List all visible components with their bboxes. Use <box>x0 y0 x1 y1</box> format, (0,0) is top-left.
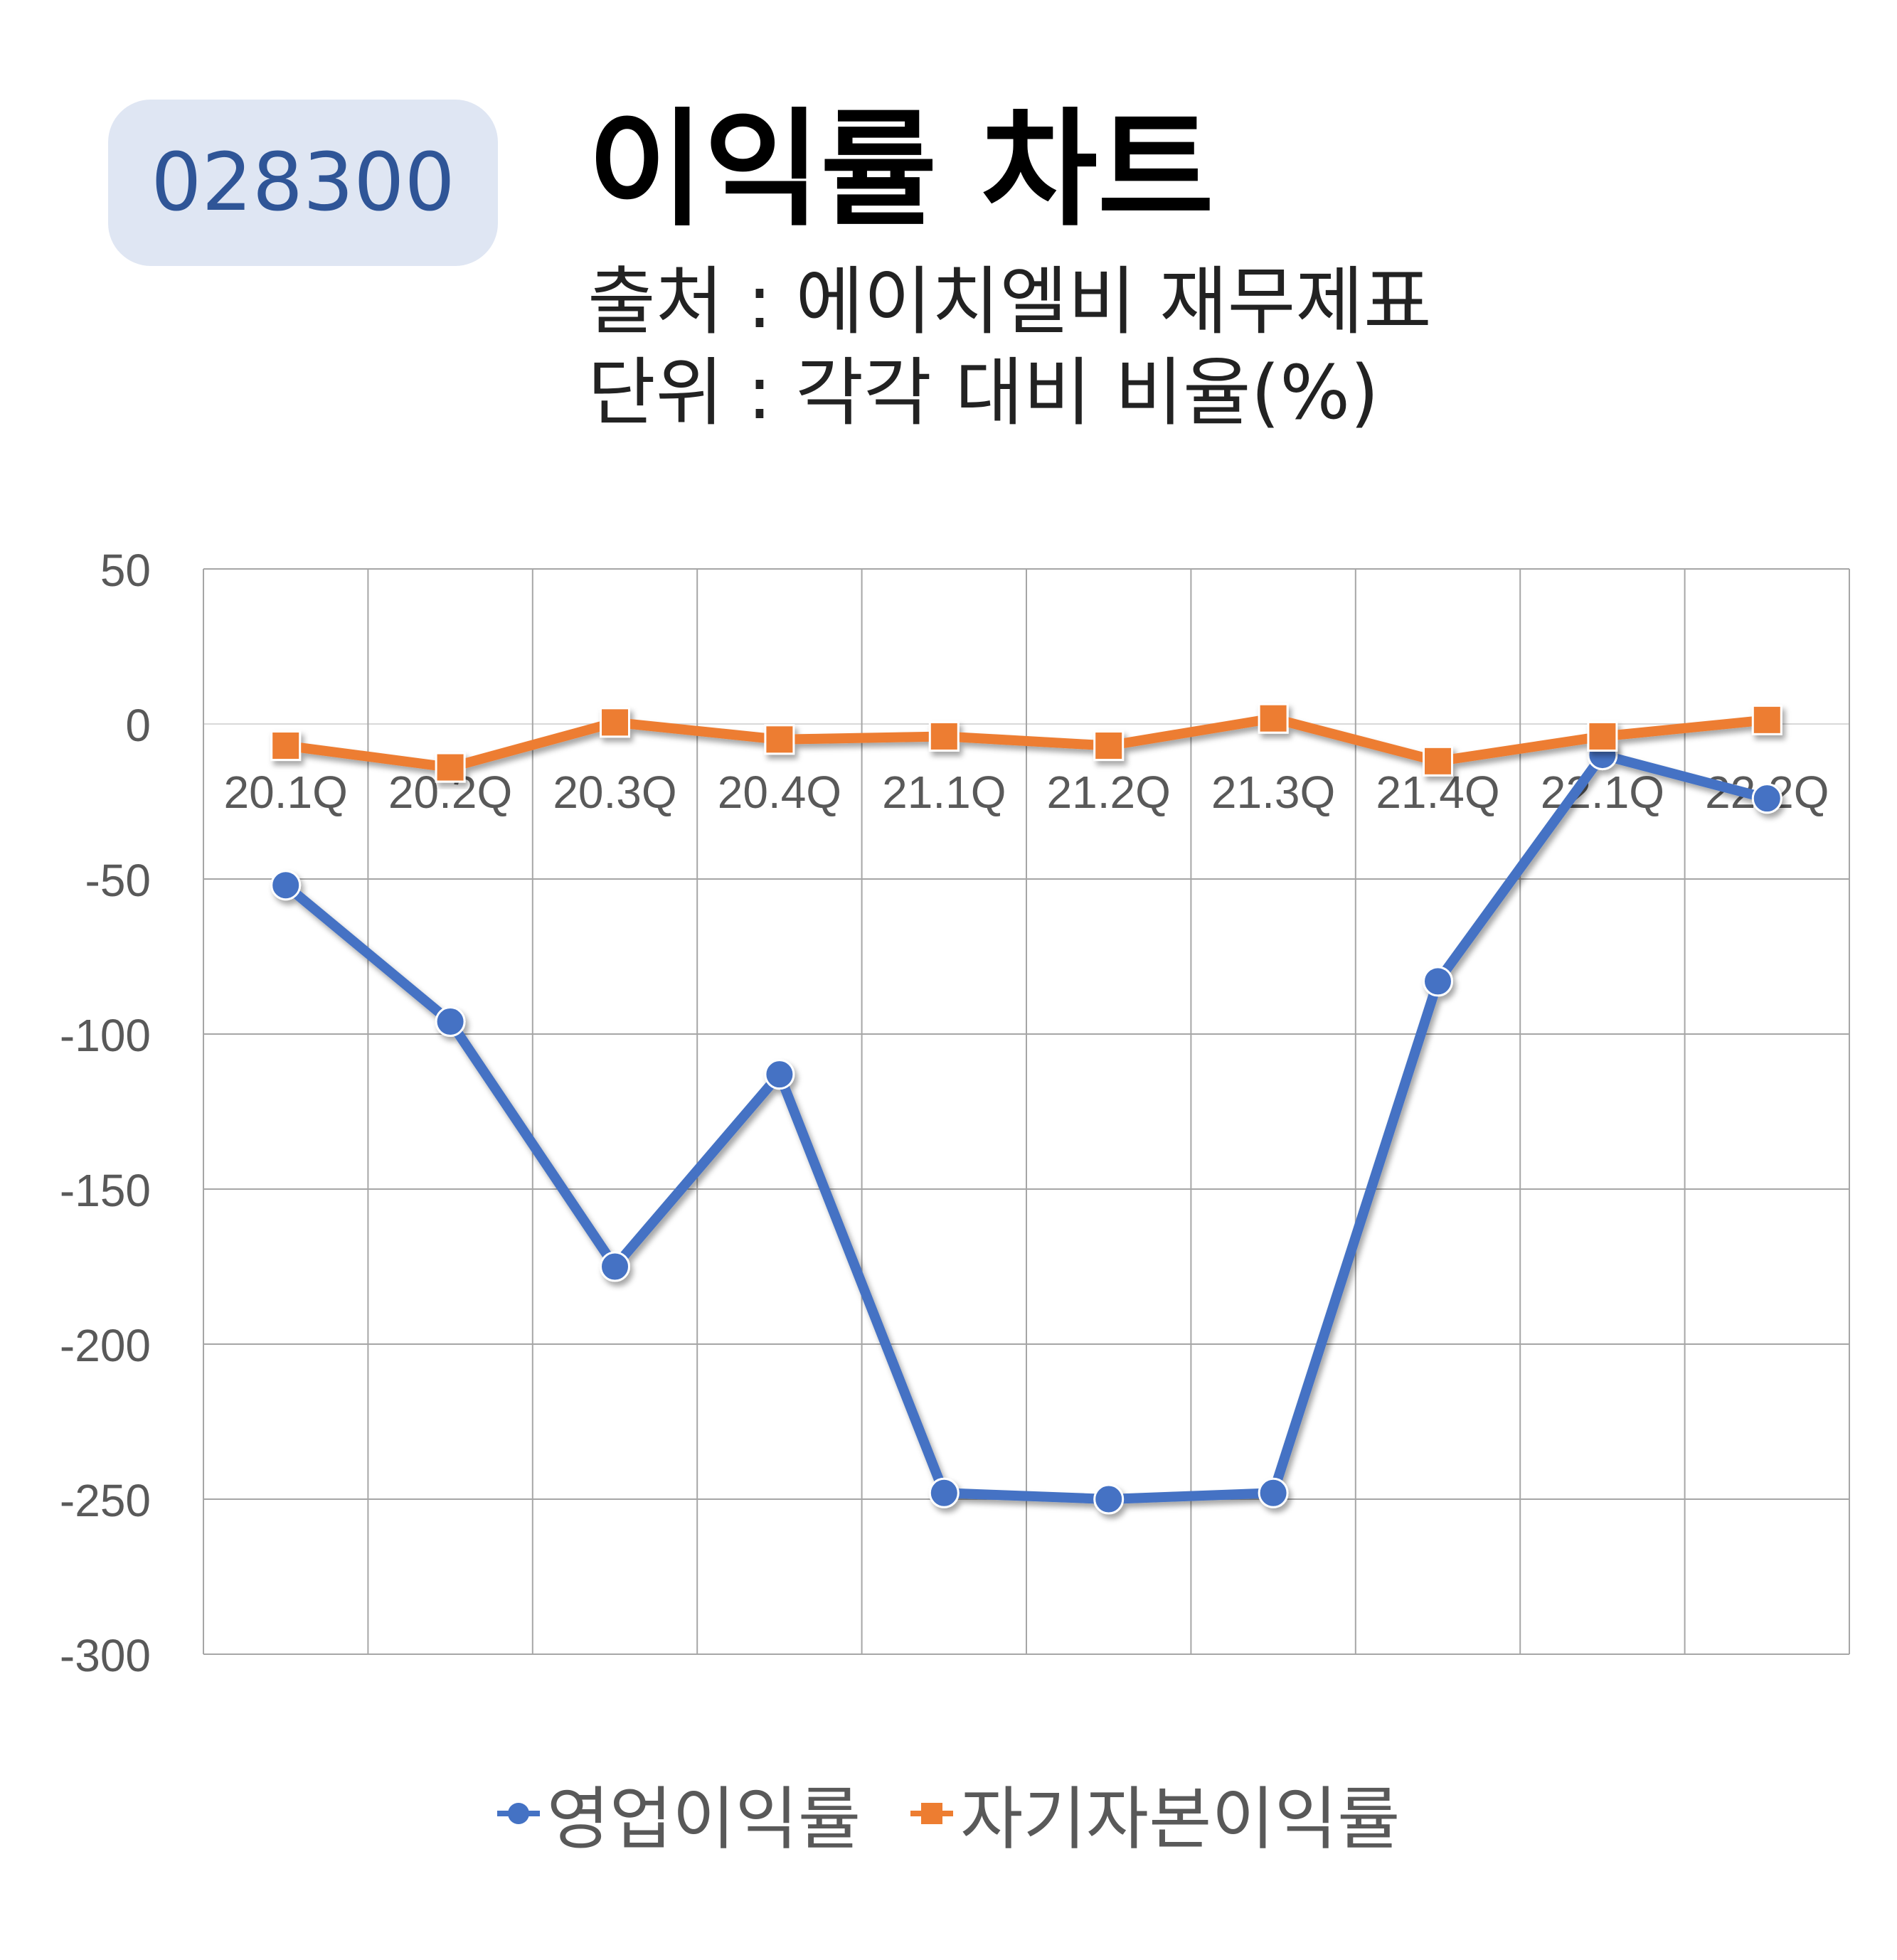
data-point <box>928 720 960 752</box>
data-point <box>270 870 302 901</box>
stock-code: 028300 <box>151 137 455 229</box>
x-tick-label: 20.4Q <box>718 767 841 818</box>
source-note: 출처 : 에이치엘비 재무제표 <box>588 258 1432 345</box>
series-1 <box>270 740 1782 1515</box>
data-point <box>1751 783 1782 814</box>
x-tick-label: 20.3Q <box>553 767 676 818</box>
x-tick-label: 21.1Q <box>882 767 1006 818</box>
data-point <box>600 1251 630 1282</box>
stock-code-badge: 028300 <box>108 100 498 266</box>
x-tick-label: 21.3Q <box>1211 767 1335 818</box>
data-point <box>764 724 795 755</box>
line-chart: 500-50-100-150-200-250-300 20.1Q 20.2Q 20.… <box>60 545 1850 1681</box>
data-point <box>270 730 302 762</box>
data-point <box>1751 704 1782 735</box>
legend-label-series-2: 자기자본이익률 <box>960 1779 1401 1859</box>
legend-label-series-1: 영업이익률 <box>546 1779 861 1859</box>
series-line <box>280 750 1773 1504</box>
unit-note: 단위 : 각각 대비 비율(%) <box>588 349 1379 436</box>
data-point <box>1093 1484 1125 1515</box>
legend-item-roe: 자기자본이익률 <box>910 1764 1400 1863</box>
y-tick-label: 0 <box>125 700 151 751</box>
chart-title: 이익률 차트 <box>588 96 1214 243</box>
data-point <box>1587 720 1618 752</box>
y-tick-label: -300 <box>60 1630 151 1681</box>
series-line <box>280 713 1773 773</box>
data-point <box>435 752 466 783</box>
y-tick-label: 50 <box>100 545 151 596</box>
data-point <box>1258 1477 1289 1508</box>
series-2 <box>270 703 1782 783</box>
data-point <box>928 1477 960 1508</box>
data-point <box>1258 703 1289 734</box>
legend-marker-circle <box>496 1799 540 1828</box>
data-point <box>435 1006 466 1038</box>
data-point <box>600 707 630 738</box>
y-tick-label: -100 <box>60 1010 151 1061</box>
y-tick-label: -200 <box>60 1320 151 1371</box>
data-point <box>1093 730 1125 762</box>
y-tick-label: -50 <box>85 855 152 906</box>
x-tick-label: 21.2Q <box>1047 767 1171 818</box>
x-tick-label: 20.1Q <box>224 767 348 818</box>
legend: 영업이익률 자기자본이익률 <box>0 1764 1897 1863</box>
data-point <box>1423 745 1453 777</box>
legend-item-operating-margin: 영업이익률 <box>496 1764 861 1863</box>
legend-marker-square <box>910 1799 954 1828</box>
y-tick-label: -150 <box>60 1165 151 1216</box>
data-point <box>764 1059 795 1090</box>
y-tick-label: -250 <box>60 1475 151 1526</box>
data-point <box>1423 966 1453 997</box>
